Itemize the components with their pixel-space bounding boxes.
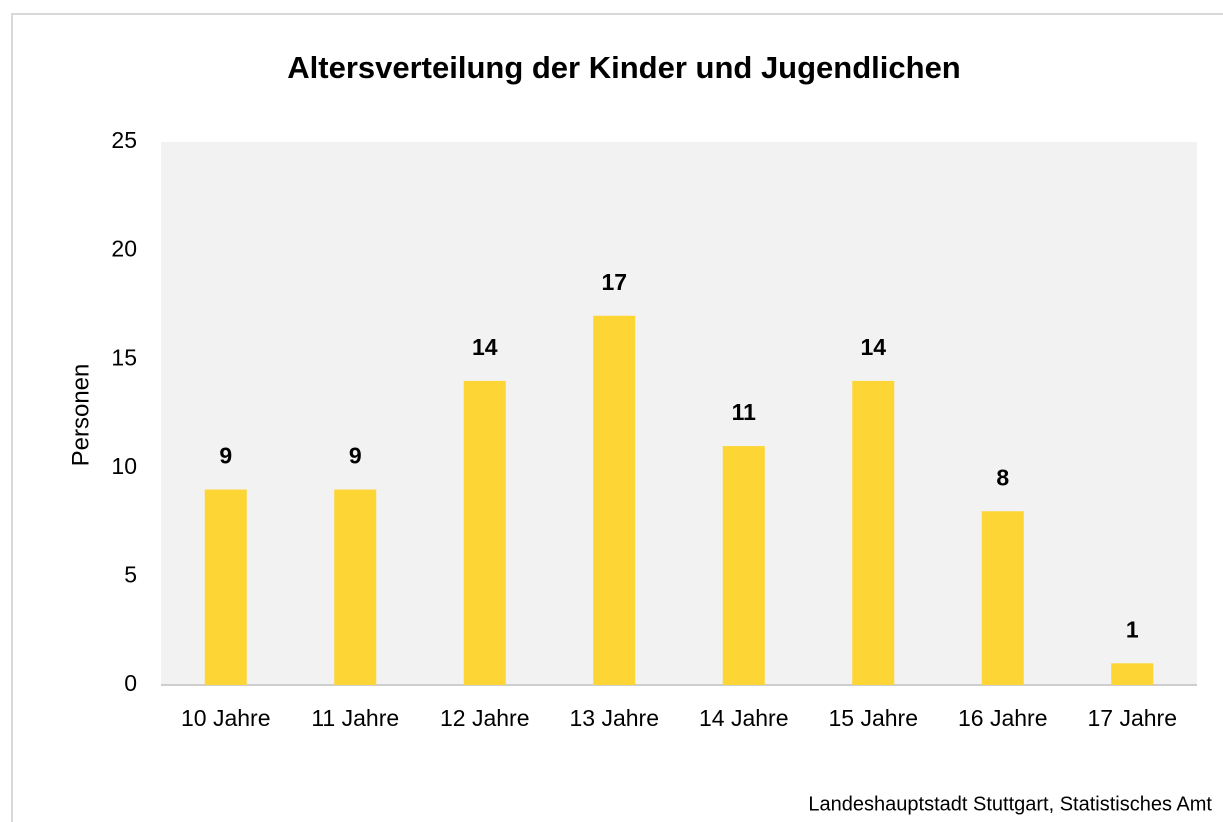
bar (981, 511, 1024, 685)
y-axis-label: Personen (67, 364, 94, 467)
bar (334, 489, 377, 685)
chart-title: Altersverteilung der Kinder und Jugendli… (287, 50, 961, 85)
x-tick-label: 14 Jahre (699, 705, 789, 731)
x-tick-label: 13 Jahre (569, 705, 659, 731)
y-tick-label: 20 (111, 236, 137, 262)
data-label: 9 (219, 443, 232, 469)
y-tick-label: 15 (111, 344, 137, 370)
data-label: 8 (996, 464, 1009, 490)
bar (1111, 663, 1154, 685)
bar (722, 446, 765, 685)
plot-area (161, 142, 1197, 685)
x-tick-label: 15 Jahre (828, 705, 918, 731)
y-tick-label: 10 (111, 453, 137, 479)
x-tick-label: 11 Jahre (311, 705, 399, 731)
data-label: 1 (1126, 616, 1139, 642)
data-label: 11 (732, 399, 757, 425)
data-label: 9 (349, 443, 362, 469)
data-label: 14 (860, 334, 886, 360)
y-tick-label: 5 (124, 561, 137, 587)
x-tick-label: 16 Jahre (958, 705, 1048, 731)
x-tick-label: 12 Jahre (440, 705, 530, 731)
bar (463, 380, 506, 685)
data-label: 14 (472, 334, 498, 360)
bar (593, 315, 636, 685)
source-note: Landeshauptstadt Stuttgart, Statistische… (808, 793, 1212, 815)
bar (852, 380, 895, 685)
y-tick-label: 0 (124, 670, 137, 696)
x-tick-label: 17 Jahre (1087, 705, 1177, 731)
x-tick-label: 10 Jahre (181, 705, 271, 731)
bar (204, 489, 247, 685)
y-tick-label: 25 (111, 127, 137, 153)
data-label: 17 (601, 269, 627, 295)
